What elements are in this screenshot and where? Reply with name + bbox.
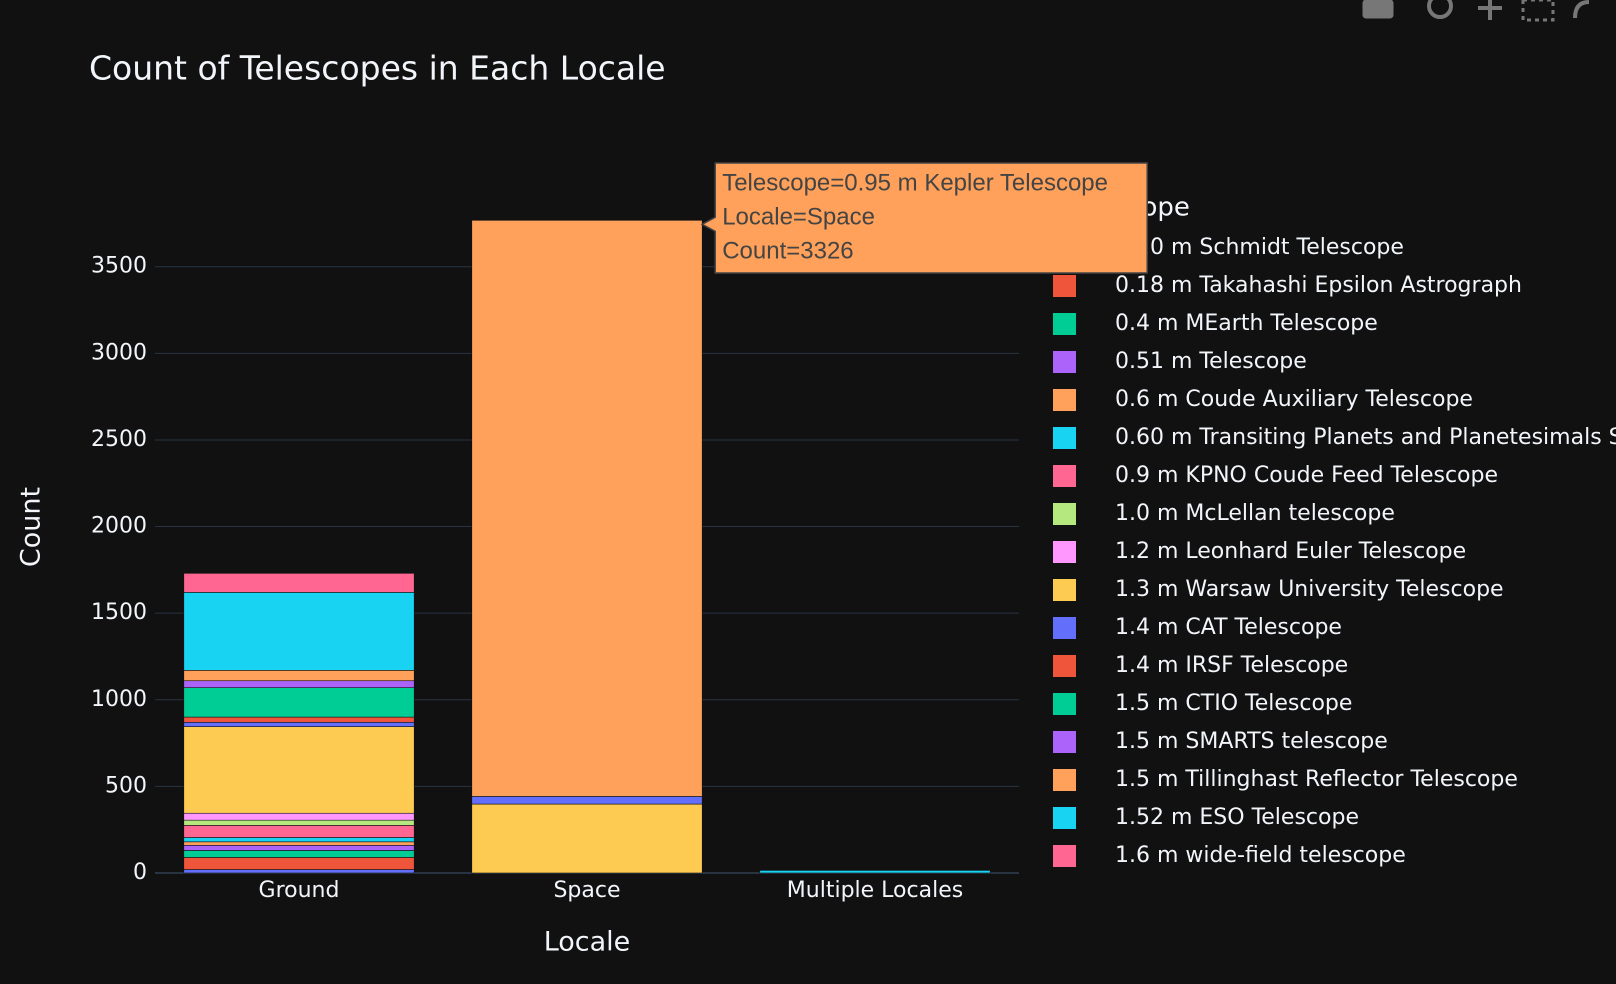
legend-label: 0.51 m Telescope — [1115, 349, 1307, 374]
bar-segment — [183, 721, 415, 727]
bar-segment — [471, 219, 703, 797]
legend-label: 1.4 m CAT Telescope — [1115, 615, 1342, 640]
bar-segment — [183, 687, 415, 718]
legend-label: 0.60 m Transiting Planets and Planetesim… — [1115, 425, 1616, 450]
bar-segment — [183, 573, 415, 593]
y-tick-label: 500 — [105, 773, 147, 798]
legend-swatch — [1053, 313, 1076, 335]
modebar — [1362, 0, 1590, 22]
bar-segment — [183, 841, 415, 846]
legend-label: 0.6 m Coude Auxiliary Telescope — [1115, 387, 1473, 412]
legend-label: 0.18 m Takahashi Epsilon Astrograph — [1115, 273, 1522, 298]
legend-swatch — [1053, 655, 1076, 677]
legend-label: 1.5 m Tillinghast Reflector Telescope — [1115, 767, 1518, 792]
legend-swatch — [1053, 807, 1076, 829]
legend-label: 1.5 m SMARTS telescope — [1115, 729, 1388, 754]
tooltip-line: Count=3326 — [722, 237, 853, 264]
legend-swatch — [1053, 427, 1076, 449]
tooltip-line: Locale=Space — [722, 203, 875, 230]
legend-swatch — [1053, 617, 1076, 639]
legend-label: 1.52 m ESO Telescope — [1115, 805, 1359, 830]
legend-label: 1.0 m McLellan telescope — [1115, 501, 1395, 526]
legend-label: 1.5 m CTIO Telescope — [1115, 691, 1352, 716]
legend-label: 0.9 m KPNO Coude Feed Telescope — [1115, 463, 1498, 488]
tooltip: Telescope=0.95 m Kepler Telescope Locale=… — [700, 162, 1148, 274]
legend-label: 0.4 m MEarth Telescope — [1115, 311, 1378, 336]
y-tick-label: 0 — [133, 860, 147, 885]
y-tick-label: 3000 — [91, 340, 147, 365]
legend-swatch — [1053, 845, 1076, 867]
legend-swatch — [1053, 579, 1076, 601]
y-tick-label: 2500 — [91, 427, 147, 452]
y-tick-label: 3500 — [91, 254, 147, 279]
legend-swatch — [1053, 503, 1076, 525]
bar-segment — [183, 592, 415, 671]
bar-segment — [183, 726, 415, 814]
tooltip-line: Telescope=0.95 m Kepler Telescope — [722, 169, 1108, 196]
axes: 0 500 1000 1500 2000 2500 3000 3500 Ground Space M… — [91, 254, 963, 903]
legend-swatch — [1053, 465, 1076, 487]
lasso-icon[interactable] — [1573, 0, 1590, 19]
y-tick-label: 2000 — [91, 514, 147, 539]
bar-segment — [183, 812, 415, 821]
bars — [183, 219, 991, 874]
bar-segment — [183, 819, 415, 826]
tooltip-box — [700, 162, 1148, 274]
legend-label: 1.6 m wide-field telescope — [1115, 843, 1406, 868]
x-axis-title: Locale — [544, 927, 631, 958]
bar-segment — [471, 796, 703, 805]
legend-label: 1.3 m Warsaw University Telescope — [1115, 577, 1504, 602]
legend-swatch — [1053, 351, 1076, 373]
legend-label: 1.4 m IRSF Telescope — [1115, 653, 1348, 678]
bar-segment — [183, 850, 415, 858]
x-tick-label: Space — [553, 878, 620, 903]
bar-segment — [471, 803, 703, 874]
bar-segment — [183, 869, 415, 874]
bar-segment — [759, 870, 991, 874]
bar-segment — [183, 680, 415, 688]
x-tick-label: Ground — [259, 878, 340, 903]
bar-segment — [183, 857, 415, 870]
legend-label: 1.2 m Leonhard Euler Telescope — [1115, 539, 1466, 564]
zoom-icon[interactable] — [1427, 0, 1453, 19]
camera-icon[interactable] — [1362, 0, 1394, 19]
legend-swatch — [1053, 731, 1076, 753]
pan-icon[interactable] — [1478, 0, 1502, 20]
bar-segment — [183, 844, 415, 851]
y-axis-title: Count — [16, 487, 47, 567]
chart-title: Count of Telescopes in Each Locale — [89, 49, 666, 88]
bar-segment — [183, 837, 415, 843]
select-icon[interactable] — [1521, 0, 1555, 22]
y-tick-label: 1500 — [91, 600, 147, 625]
legend-swatch — [1053, 275, 1076, 297]
y-tick-label: 1000 — [91, 687, 147, 712]
bar-segment — [183, 716, 415, 723]
legend-label: 0.10 m Schmidt Telescope — [1115, 235, 1404, 260]
x-tick-label: Multiple Locales — [787, 878, 963, 903]
bar-segment — [183, 825, 415, 838]
legend-swatch — [1053, 541, 1076, 563]
legend-swatch — [1053, 693, 1076, 715]
legend-swatch — [1053, 769, 1076, 791]
bar-segment — [183, 670, 415, 682]
legend-swatch — [1053, 389, 1076, 411]
